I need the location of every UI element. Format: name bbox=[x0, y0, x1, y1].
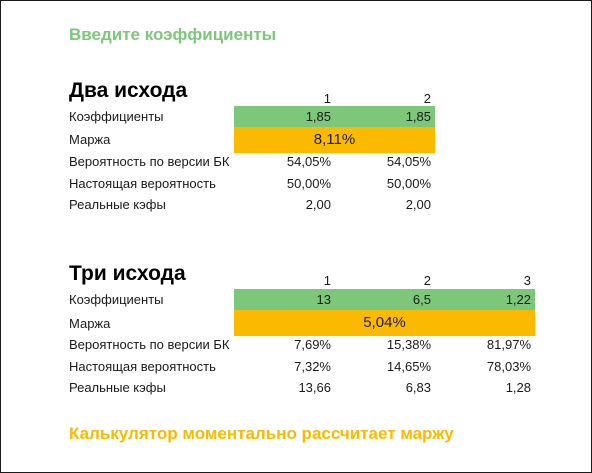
calculator-hint: Калькулятор моментально рассчитает маржу bbox=[69, 424, 454, 443]
odds-input-row bbox=[234, 289, 535, 310]
margin-value: 8,11% bbox=[313, 131, 356, 148]
true-probability-label: Настоящая вероятность bbox=[69, 359, 216, 374]
enter-odds-hint: Введите коэффициенты bbox=[69, 25, 277, 44]
margin-value: 5,04% bbox=[363, 314, 406, 331]
true-probability-2: 14,65% bbox=[386, 359, 431, 374]
odds-label: Коэффициенты bbox=[69, 292, 164, 307]
column-header-2: 2 bbox=[423, 273, 431, 288]
true-probability-label: Настоящая вероятность bbox=[69, 176, 216, 191]
two-outcomes-title: Два исхода bbox=[69, 79, 188, 102]
bk-probability-2: 54,05% bbox=[386, 154, 431, 169]
real-odds-3: 1,28 bbox=[505, 380, 531, 395]
column-header-1: 1 bbox=[323, 273, 331, 288]
column-header-3: 3 bbox=[523, 273, 531, 288]
real-odds-label: Реальные кэфы bbox=[69, 197, 166, 212]
real-odds-1: 13,66 bbox=[298, 380, 331, 395]
bk-probability-1: 7,69% bbox=[294, 337, 331, 352]
margin-row bbox=[234, 310, 535, 336]
odds-input-2[interactable]: 6,5 bbox=[412, 292, 431, 307]
bk-probability-label: Вероятность по версии БК bbox=[69, 337, 230, 352]
odds-label: Коэффициенты bbox=[69, 109, 164, 124]
margin-label: Маржа bbox=[69, 316, 111, 331]
odds-input-2[interactable]: 1,85 bbox=[405, 109, 431, 124]
column-header-2: 2 bbox=[423, 91, 431, 106]
true-probability-3: 78,03% bbox=[486, 359, 531, 374]
bk-probability-2: 15,38% bbox=[386, 337, 431, 352]
true-probability-2: 50,00% bbox=[386, 176, 431, 191]
odds-input-3[interactable]: 1,22 bbox=[505, 292, 531, 307]
true-probability-1: 7,32% bbox=[294, 359, 331, 374]
bk-probability-1: 54,05% bbox=[286, 154, 331, 169]
odds-input-1[interactable]: 1,85 bbox=[305, 109, 331, 124]
bk-probability-3: 81,97% bbox=[486, 337, 531, 352]
real-odds-1: 2,00 bbox=[305, 197, 331, 212]
real-odds-2: 2,00 bbox=[405, 197, 431, 212]
real-odds-2: 6,83 bbox=[405, 380, 431, 395]
three-outcomes-title: Три исхода bbox=[69, 262, 186, 285]
column-header-1: 1 bbox=[323, 91, 331, 106]
bk-probability-label: Вероятность по версии БК bbox=[69, 154, 230, 169]
odds-input-row bbox=[234, 106, 435, 127]
true-probability-1: 50,00% bbox=[286, 176, 331, 191]
odds-input-1[interactable]: 13 bbox=[316, 292, 331, 307]
margin-label: Маржа bbox=[69, 132, 111, 147]
real-odds-label: Реальные кэфы bbox=[69, 380, 166, 395]
margin-row bbox=[234, 127, 435, 153]
